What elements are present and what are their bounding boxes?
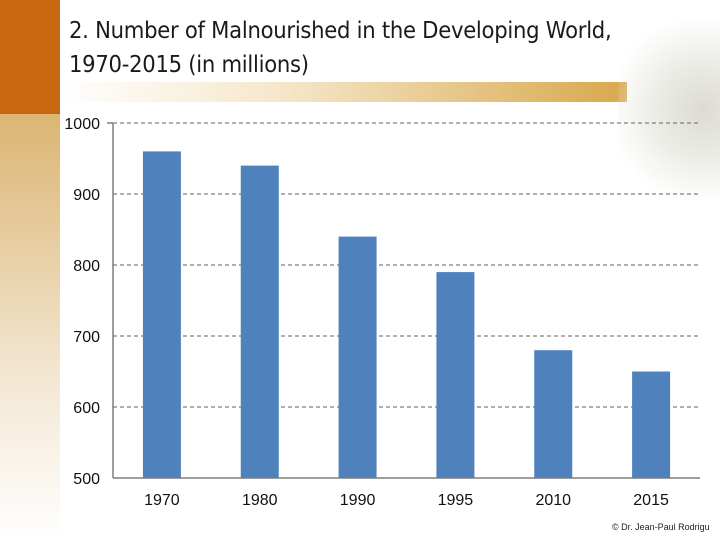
bar-1995 — [436, 272, 475, 478]
y-tick-label: 500 — [73, 471, 100, 488]
y-tick-label: 900 — [73, 187, 100, 204]
y-tick-label: 600 — [73, 400, 100, 417]
x-tick-label: 1980 — [242, 492, 278, 509]
copyright-text: © Dr. Jean-Paul Rodrigu — [612, 522, 710, 532]
x-tick-label: 1990 — [340, 492, 376, 509]
x-tick-label: 2010 — [535, 492, 571, 509]
x-tick-label: 1970 — [144, 492, 180, 509]
bar-1980 — [240, 165, 279, 478]
globe-decoration — [618, 0, 720, 200]
page-title: 2. Number of Malnourished in the Develop… — [69, 14, 621, 82]
x-tick-label: 1995 — [438, 492, 474, 509]
bar-2010 — [534, 350, 573, 478]
title-line-1: 2. Number of Malnourished in the Develop… — [69, 18, 612, 44]
bar-1990 — [338, 236, 377, 478]
title-line-2: 1970-2015 (in millions) — [69, 52, 309, 78]
x-tick-label: 2015 — [633, 492, 669, 509]
y-tick-label: 1000 — [64, 116, 100, 133]
bar-1970 — [142, 151, 181, 478]
bar-2015 — [632, 371, 671, 478]
y-tick-label: 700 — [73, 329, 100, 346]
left-accent-block — [0, 0, 60, 114]
title-underline-bar — [60, 82, 627, 102]
y-tick-label: 800 — [73, 258, 100, 275]
